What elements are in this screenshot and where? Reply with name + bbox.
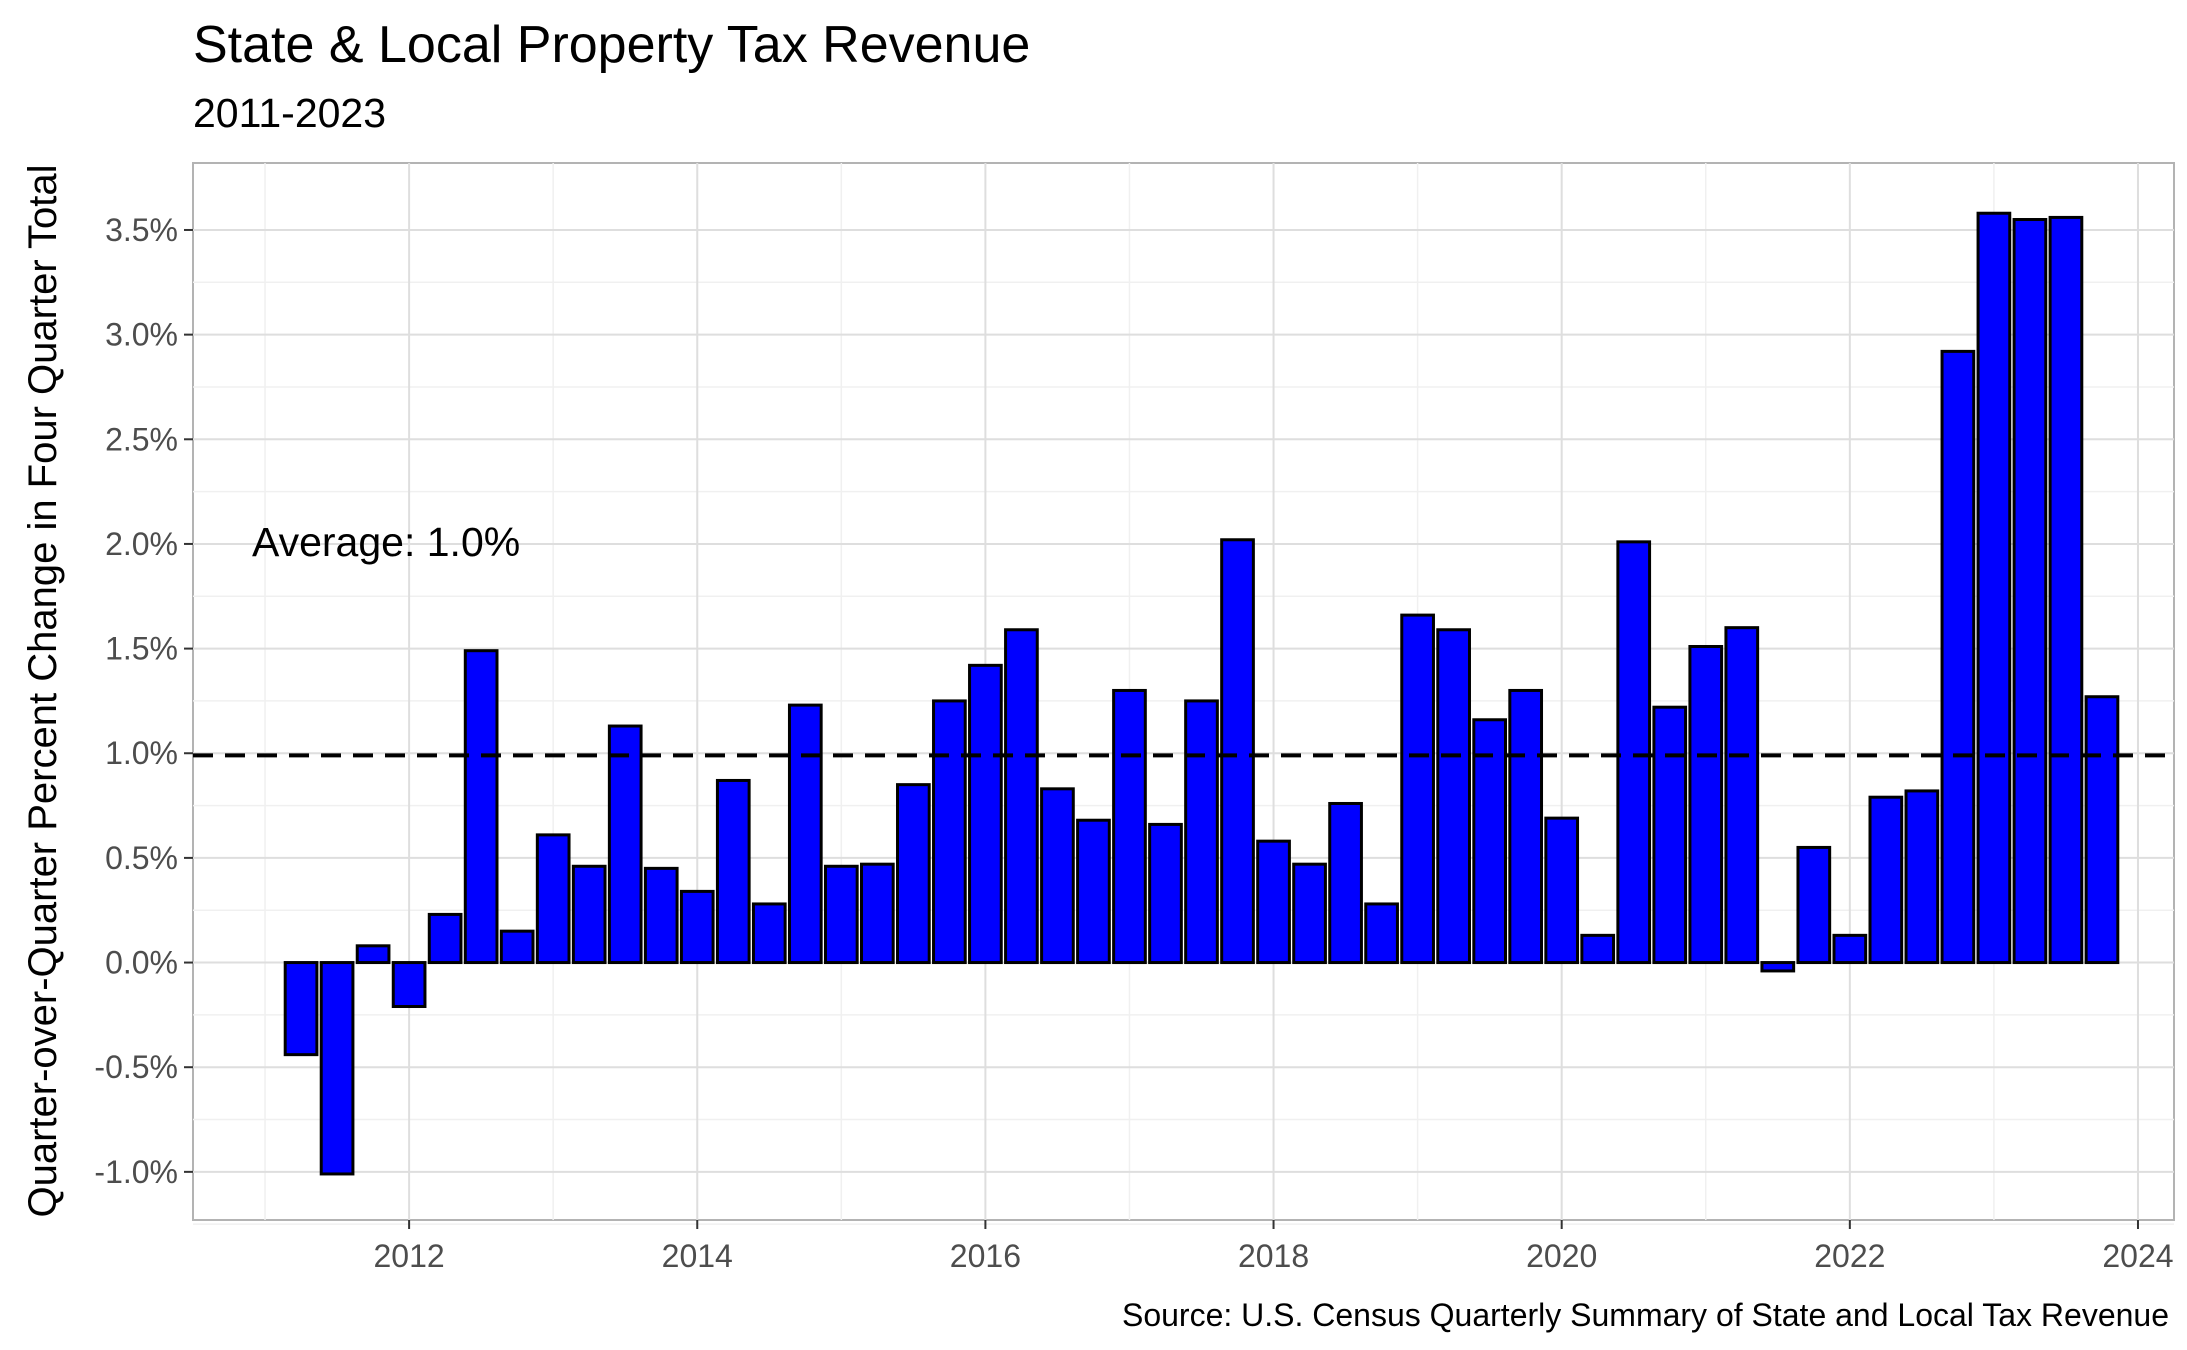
x-tick-label: 2020 <box>1526 1238 1597 1274</box>
bar <box>391 961 427 1009</box>
bar <box>535 833 571 965</box>
source-caption: Source: U.S. Census Quarterly Summary of… <box>1122 1297 2169 1333</box>
y-tick-label: 0.0% <box>105 945 178 981</box>
bar <box>1616 540 1652 965</box>
plot-panel <box>192 162 2175 1221</box>
bar <box>571 864 607 965</box>
bar <box>1760 961 1796 973</box>
y-tick-label: 2.0% <box>105 526 178 562</box>
bar <box>1544 816 1580 965</box>
bar <box>896 783 931 965</box>
bar <box>1652 705 1688 965</box>
y-tick-label: 3.0% <box>105 317 178 353</box>
x-axis-ticks: 2012 2014 2016 2018 2020 2022 2024 <box>374 1220 2174 1274</box>
y-tick-label: -1.0% <box>94 1154 178 1190</box>
y-axis-label: Quarter-over-Quarter Percent Change in F… <box>21 164 65 1217</box>
y-tick-label: 3.5% <box>105 212 178 248</box>
bar <box>1004 628 1039 965</box>
bar <box>463 649 499 965</box>
bar <box>1796 845 1832 965</box>
bar <box>355 944 391 965</box>
bar <box>787 703 823 965</box>
bar <box>751 902 787 965</box>
bar <box>1184 699 1219 965</box>
x-tick-label: 2016 <box>950 1238 1021 1274</box>
y-tick-label: 2.5% <box>105 421 178 457</box>
bar <box>2012 218 2048 965</box>
bar <box>1940 349 1976 965</box>
bar <box>968 663 1003 965</box>
bar <box>1688 644 1724 965</box>
bar <box>1400 613 1435 965</box>
bar <box>2048 215 2084 965</box>
bar <box>715 778 751 965</box>
bars <box>283 211 2120 1176</box>
x-tick-label: 2018 <box>1238 1238 1309 1274</box>
bar <box>1292 862 1327 965</box>
bar <box>1364 902 1399 965</box>
bar <box>607 724 643 965</box>
bar <box>823 864 859 965</box>
x-tick-label: 2012 <box>374 1238 445 1274</box>
bar <box>1508 688 1544 965</box>
bar <box>1976 211 2012 965</box>
bar <box>283 961 319 1057</box>
y-tick-label: 1.5% <box>105 631 178 667</box>
grid-major <box>193 163 2174 1220</box>
y-tick-label: 0.5% <box>105 840 178 876</box>
bar <box>1328 801 1363 965</box>
bar <box>427 912 463 965</box>
bar <box>1040 787 1075 965</box>
x-tick-label: 2014 <box>662 1238 733 1274</box>
bar <box>859 862 895 965</box>
bar <box>932 699 967 965</box>
bar <box>1436 628 1471 965</box>
chart-title: State & Local Property Tax Revenue <box>193 16 1030 74</box>
bar <box>1220 538 1255 965</box>
bar <box>643 866 679 965</box>
bar <box>1904 789 1940 965</box>
bar <box>499 929 535 965</box>
x-tick-label: 2024 <box>2102 1238 2173 1274</box>
bar <box>1580 933 1616 965</box>
grid-minor <box>193 163 2174 1225</box>
bar <box>1724 626 1760 965</box>
bar <box>319 961 355 1176</box>
bar <box>1112 688 1147 965</box>
average-annotation: Average: 1.0% <box>252 519 520 565</box>
bar <box>1148 822 1183 965</box>
y-tick-label: 1.0% <box>105 735 178 771</box>
bar <box>1256 839 1291 965</box>
bar <box>1832 933 1868 965</box>
bar <box>1472 718 1508 965</box>
bar <box>2084 695 2120 965</box>
chart-subtitle: 2011-2023 <box>193 90 386 136</box>
bar <box>1868 795 1904 965</box>
bar <box>679 889 715 965</box>
bar <box>1076 818 1111 965</box>
x-tick-label: 2022 <box>1814 1238 1885 1274</box>
y-axis-ticks: -1.0% -0.5% 0.0% 0.5% 1.0% 1.5% 2.0% 2.5% 3.0% 3.… <box>94 212 193 1190</box>
y-tick-label: -0.5% <box>94 1049 178 1085</box>
